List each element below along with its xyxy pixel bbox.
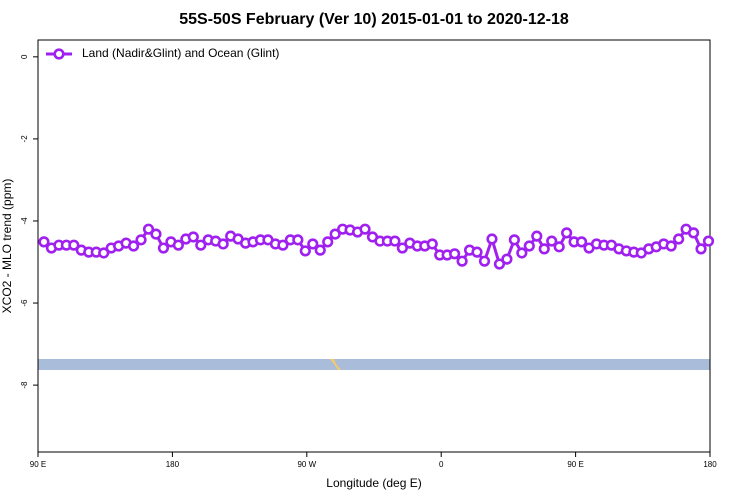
point bbox=[493, 258, 506, 270]
point bbox=[501, 253, 513, 265]
point bbox=[471, 246, 483, 258]
point bbox=[277, 239, 289, 251]
y-tick-label: 0 bbox=[20, 54, 29, 59]
y-tick-label: -4 bbox=[20, 217, 29, 225]
point bbox=[292, 234, 304, 246]
legend-marker bbox=[53, 48, 65, 60]
point bbox=[561, 227, 573, 239]
point bbox=[359, 223, 371, 235]
y-tick-label: -6 bbox=[20, 299, 29, 307]
point bbox=[314, 244, 326, 256]
legend-label: Land (Nadir&Glint) and Ocean (Glint) bbox=[82, 46, 279, 60]
point bbox=[695, 243, 707, 255]
point bbox=[38, 236, 50, 248]
point bbox=[538, 243, 550, 255]
point bbox=[426, 238, 438, 250]
point bbox=[449, 248, 461, 260]
point bbox=[172, 239, 184, 251]
point bbox=[135, 234, 147, 246]
x-tick-label: 90 W bbox=[297, 460, 316, 469]
point bbox=[157, 242, 170, 254]
x-tick-label: 180 bbox=[703, 460, 717, 469]
point bbox=[673, 233, 685, 245]
point bbox=[702, 235, 715, 247]
point bbox=[665, 240, 677, 252]
point bbox=[389, 235, 401, 247]
point bbox=[98, 247, 110, 259]
x-tick-label: 90 E bbox=[30, 460, 46, 469]
point bbox=[516, 247, 528, 259]
point bbox=[217, 238, 229, 250]
y-tick-label: -8 bbox=[20, 381, 29, 389]
point bbox=[187, 231, 199, 243]
point bbox=[687, 227, 700, 239]
x-axis-label: Longitude (deg E) bbox=[326, 476, 421, 490]
point bbox=[142, 223, 155, 235]
point bbox=[553, 241, 565, 253]
y-axis-label: XCO2 - MLO trend (ppm) bbox=[0, 179, 14, 314]
point bbox=[299, 245, 311, 257]
map-strip bbox=[38, 359, 710, 370]
point bbox=[396, 242, 408, 254]
point bbox=[322, 236, 334, 248]
x-tick-label: 0 bbox=[439, 460, 444, 469]
point bbox=[478, 255, 491, 267]
point bbox=[546, 235, 558, 247]
chart-title: 55S-50S February (Ver 10) 2015-01-01 to … bbox=[179, 11, 569, 28]
point bbox=[68, 239, 80, 251]
x-tick-label: 180 bbox=[166, 460, 180, 469]
point bbox=[307, 238, 319, 250]
point bbox=[127, 240, 140, 252]
point bbox=[508, 234, 520, 246]
x-tick-label: 90 E bbox=[567, 460, 583, 469]
point bbox=[195, 239, 207, 251]
point bbox=[523, 240, 535, 252]
y-tick-label: -2 bbox=[20, 135, 29, 143]
point bbox=[531, 230, 543, 242]
point bbox=[575, 236, 588, 248]
point bbox=[456, 255, 468, 267]
map-land bbox=[330, 359, 341, 370]
point bbox=[486, 233, 498, 245]
point bbox=[150, 228, 162, 240]
point bbox=[329, 228, 341, 240]
